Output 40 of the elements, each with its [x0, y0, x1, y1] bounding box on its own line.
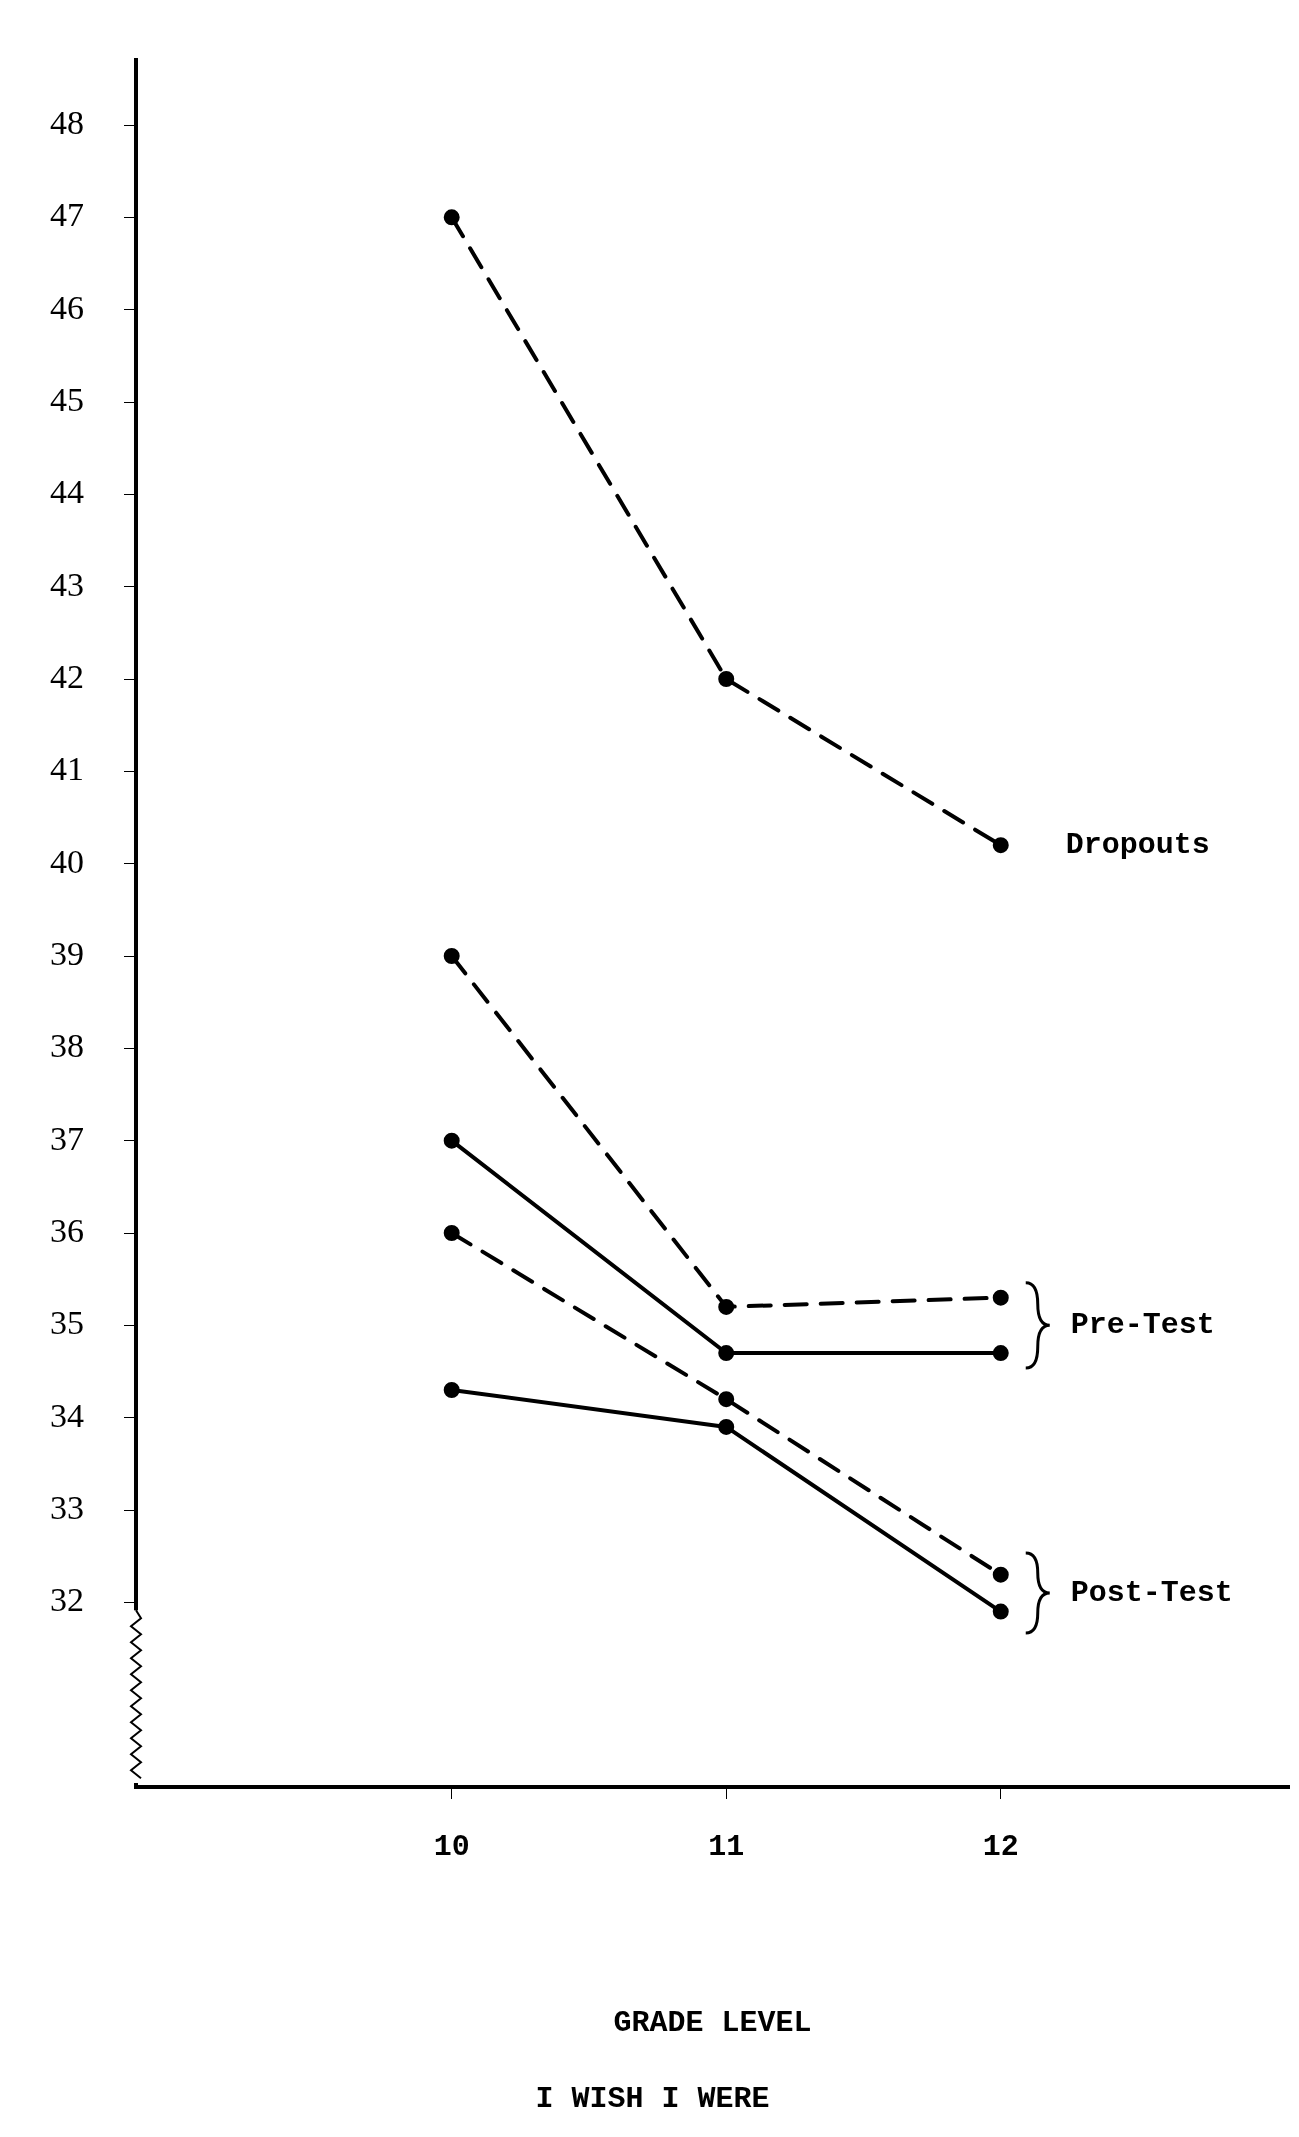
point	[718, 671, 735, 688]
x-tick-label: 11	[708, 1829, 745, 1864]
y-tick-label: 42	[50, 657, 84, 695]
y-tick-label: 46	[50, 288, 84, 326]
text: Post-Test	[1070, 1575, 1233, 1610]
point	[992, 1566, 1009, 1583]
y-tick-label: 44	[50, 473, 84, 511]
text: Pre-Test	[1070, 1307, 1215, 1342]
y-tick-label: 32	[50, 1581, 84, 1619]
point	[992, 1345, 1009, 1362]
series-label: Dropouts	[1065, 827, 1210, 862]
y-tick-label: 36	[50, 1211, 84, 1249]
y-tick-label: 45	[50, 380, 84, 418]
y-tick-label: 40	[50, 842, 84, 880]
text: I WISH I WERE	[535, 2081, 770, 2116]
y-tick-label: 33	[50, 1488, 84, 1526]
point	[992, 1603, 1009, 1620]
y-tick-label: 35	[50, 1304, 84, 1342]
point	[718, 1391, 735, 1408]
y-tick-label: 38	[50, 1027, 84, 1065]
point	[443, 1225, 460, 1242]
y-tick-label: 47	[50, 196, 84, 234]
point	[443, 948, 460, 965]
y-tick-label: 48	[50, 103, 84, 141]
y-tick-label: 39	[50, 934, 84, 972]
x-tick-label: 12	[982, 1829, 1019, 1864]
point	[443, 1132, 460, 1149]
point	[718, 1418, 735, 1435]
y-tick-label: 41	[50, 750, 84, 788]
point	[443, 209, 460, 226]
point	[992, 1289, 1009, 1306]
x-axis-title: GRADE LEVEL	[613, 2005, 812, 2040]
point	[992, 837, 1009, 854]
x-tick-label: 10	[433, 1829, 470, 1864]
point	[718, 1298, 735, 1315]
point	[718, 1345, 735, 1362]
y-tick-label: 34	[50, 1396, 84, 1434]
y-tick-label: 43	[50, 565, 84, 603]
point	[443, 1381, 460, 1398]
y-tick-label: 37	[50, 1119, 84, 1157]
